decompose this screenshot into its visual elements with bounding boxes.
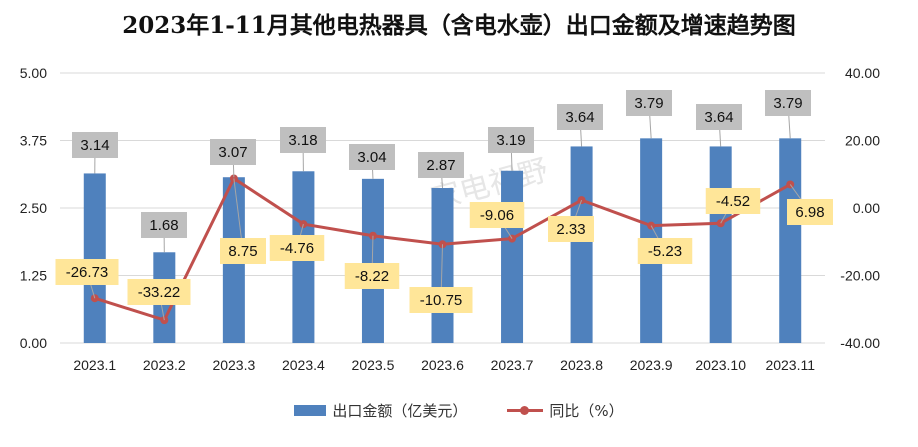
bar-data-label-box [210,139,256,165]
right-tick-label: -20.00 [840,268,880,284]
line-data-label-box [55,259,119,285]
bar-data-label-box [280,127,326,153]
bar [709,146,732,343]
line-data-label-box [787,199,833,225]
bar-data-label: 3.04 [357,149,386,166]
bar-data-label-box [765,90,811,116]
x-tick-label: 2023.1 [73,357,116,373]
bar-data-label-box [626,90,672,116]
bar-data-label-box [141,212,187,238]
bar [361,178,384,343]
x-tick-label: 2023.4 [282,357,325,373]
line-data-label: -4.76 [280,240,314,257]
bar-data-label: 1.68 [149,217,178,234]
bar-data-label-box [349,144,395,170]
left-tick-label: 0.00 [20,335,47,351]
line-data-label: -26.73 [66,264,109,281]
bar [779,138,802,343]
line-data-label-box [409,287,473,313]
bar-data-label: 3.79 [634,95,663,112]
bar [83,173,106,343]
x-tick-label: 2023.10 [695,357,746,373]
bar-data-label-box [72,132,118,158]
x-tick-label: 2023.3 [212,357,255,373]
line-data-label: 2.33 [556,221,585,238]
bar-data-label: 3.14 [80,137,109,154]
right-tick-label: 40.00 [845,65,880,81]
legend: 出口金额（亿美元） 同比（%） [0,400,918,421]
line-data-label-box [344,263,400,289]
line-data-label: 6.98 [795,204,824,221]
line-data-label-box [637,238,693,264]
line-data-label-box [548,216,594,242]
line-data-label-box [469,202,525,228]
bar-data-label: 3.18 [288,132,317,149]
bar-data-label-box [488,127,534,153]
right-tick-label: -40.00 [840,335,880,351]
bar-data-label: 3.79 [773,95,802,112]
legend-swatch-line [507,405,544,416]
x-tick-label: 2023.2 [143,357,186,373]
x-tick-label: 2023.8 [560,357,603,373]
x-tick-label: 2023.5 [352,357,395,373]
bar [431,188,454,343]
line-data-label: 8.75 [228,243,257,260]
line-data-label: -10.75 [420,292,463,309]
left-tick-label: 3.75 [20,133,47,149]
line-data-label: -9.06 [480,207,514,224]
legend-label-line: 同比（%） [549,402,624,420]
x-tick-label: 2023.6 [421,357,464,373]
bar [570,146,593,343]
legend-swatch-bar [294,405,327,416]
bar [501,170,524,343]
right-tick-label: 20.00 [845,133,880,149]
line-data-label-box [220,238,266,264]
bar-data-label: 3.64 [565,109,594,126]
bar-data-label-box [696,104,742,130]
line-data-label-box [127,279,191,305]
x-tick-label: 2023.11 [765,357,815,373]
legend-item-line: 同比（%） [507,400,624,421]
chart-title: 2023年1-11月其他电热器具（含电水壶）出口金额及增速趋势图 [122,12,796,39]
legend-item-bar: 出口金额（亿美元） [294,400,467,421]
line-data-label-box [269,235,325,261]
line-data-label: -33.22 [138,284,181,301]
line-data-label: -4.52 [716,193,750,210]
line-data-label-box [705,188,761,214]
bar-data-label-box [557,104,603,130]
bar-data-label: 2.87 [426,157,455,174]
line-data-label: -5.23 [648,243,682,260]
left-tick-label: 1.25 [20,268,47,284]
line-data-label: -8.22 [355,268,389,285]
legend-label-bar: 出口金额（亿美元） [332,402,468,420]
right-tick-label: 0.00 [853,200,880,216]
x-tick-label: 2023.9 [630,357,673,373]
x-tick-label: 2023.7 [491,357,534,373]
left-tick-label: 2.50 [20,200,47,216]
bar-data-label: 3.64 [704,109,733,126]
left-tick-label: 5.00 [20,65,47,81]
bar-data-label: 3.07 [218,144,247,161]
bar-data-label: 3.19 [496,132,525,149]
bar-data-label-box [418,152,464,178]
